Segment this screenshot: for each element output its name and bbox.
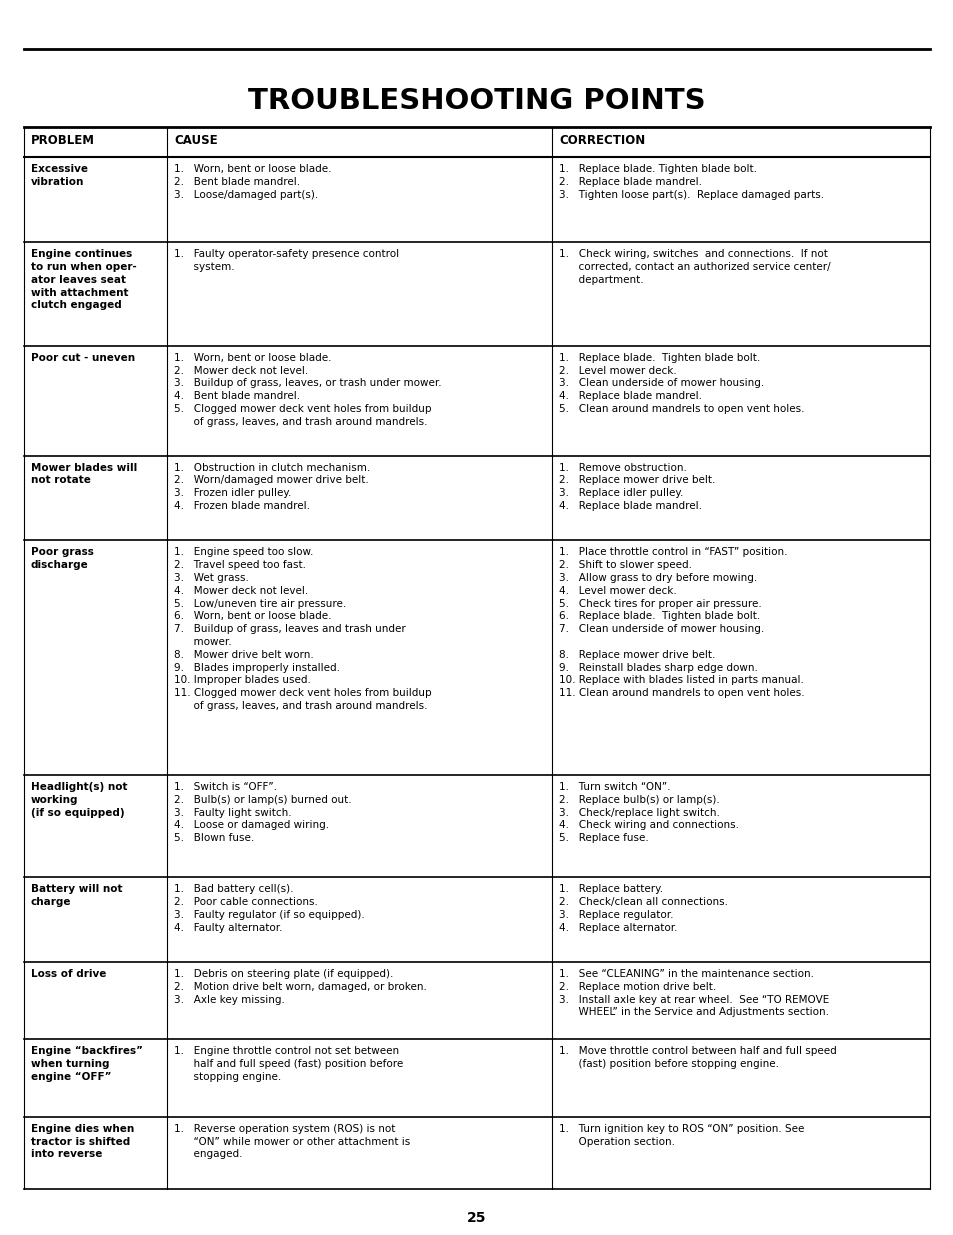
Text: CAUSE: CAUSE	[173, 135, 217, 147]
Text: 1.   Bad battery cell(s).
2.   Poor cable connections.
3.   Faulty regulator (if: 1. Bad battery cell(s). 2. Poor cable co…	[173, 884, 364, 932]
Text: 1.   Engine speed too slow.
2.   Travel speed too fast.
3.   Wet grass.
4.   Mow: 1. Engine speed too slow. 2. Travel spee…	[173, 547, 431, 711]
Text: 1.   Reverse operation system (ROS) is not
      “ON” while mower or other attac: 1. Reverse operation system (ROS) is not…	[173, 1124, 410, 1160]
Text: Excessive
vibration: Excessive vibration	[30, 164, 88, 188]
Text: 1.   Worn, bent or loose blade.
2.   Bent blade mandrel.
3.   Loose/damaged part: 1. Worn, bent or loose blade. 2. Bent bl…	[173, 164, 332, 200]
Text: PROBLEM: PROBLEM	[30, 135, 94, 147]
Text: 1.   Worn, bent or loose blade.
2.   Mower deck not level.
3.   Buildup of grass: 1. Worn, bent or loose blade. 2. Mower d…	[173, 353, 441, 427]
Text: 1.   Place throttle control in “FAST” position.
2.   Shift to slower speed.
3.  : 1. Place throttle control in “FAST” posi…	[558, 547, 804, 698]
Text: 25: 25	[467, 1212, 486, 1225]
Text: 1.   Engine throttle control not set between
      half and full speed (fast) po: 1. Engine throttle control not set betwe…	[173, 1046, 403, 1082]
Text: Engine continues
to run when oper-
ator leaves seat
with attachment
clutch engag: Engine continues to run when oper- ator …	[30, 249, 136, 310]
Text: 1.   Debris on steering plate (if equipped).
2.   Motion drive belt worn, damage: 1. Debris on steering plate (if equipped…	[173, 969, 427, 1004]
Text: Headlight(s) not
working
(if so equipped): Headlight(s) not working (if so equipped…	[30, 782, 127, 818]
Text: 1.   Replace blade.  Tighten blade bolt.
2.   Level mower deck.
3.   Clean under: 1. Replace blade. Tighten blade bolt. 2.…	[558, 353, 804, 414]
Text: 1.   Turn switch “ON”.
2.   Replace bulb(s) or lamp(s).
3.   Check/replace light: 1. Turn switch “ON”. 2. Replace bulb(s) …	[558, 782, 739, 844]
Text: 1.   Turn ignition key to ROS “ON” position. See
      Operation section.: 1. Turn ignition key to ROS “ON” positio…	[558, 1124, 803, 1146]
Text: 1.   Move throttle control between half and full speed
      (fast) position bef: 1. Move throttle control between half an…	[558, 1046, 836, 1070]
Text: 1.   Switch is “OFF”.
2.   Bulb(s) or lamp(s) burned out.
3.   Faulty light swit: 1. Switch is “OFF”. 2. Bulb(s) or lamp(s…	[173, 782, 352, 844]
Text: CORRECTION: CORRECTION	[558, 135, 645, 147]
Text: 1.   Replace battery.
2.   Check/clean all connections.
3.   Replace regulator.
: 1. Replace battery. 2. Check/clean all c…	[558, 884, 727, 932]
Text: Mower blades will
not rotate: Mower blades will not rotate	[30, 463, 137, 485]
Text: Poor cut - uneven: Poor cut - uneven	[30, 353, 134, 363]
Text: 1.   Faulty operator-safety presence control
      system.: 1. Faulty operator-safety presence contr…	[173, 249, 398, 272]
Text: Battery will not
charge: Battery will not charge	[30, 884, 122, 906]
Text: 1.   Obstruction in clutch mechanism.
2.   Worn/damaged mower drive belt.
3.   F: 1. Obstruction in clutch mechanism. 2. W…	[173, 463, 370, 511]
Text: Loss of drive: Loss of drive	[30, 969, 106, 979]
Text: Engine “backfires”
when turning
engine “OFF”: Engine “backfires” when turning engine “…	[30, 1046, 143, 1082]
Text: 1.   See “CLEANING” in the maintenance section.
2.   Replace motion drive belt.
: 1. See “CLEANING” in the maintenance sec…	[558, 969, 828, 1018]
Text: 1.   Replace blade. Tighten blade bolt.
2.   Replace blade mandrel.
3.   Tighten: 1. Replace blade. Tighten blade bolt. 2.…	[558, 164, 823, 200]
Text: TROUBLESHOOTING POINTS: TROUBLESHOOTING POINTS	[248, 88, 705, 115]
Text: Engine dies when
tractor is shifted
into reverse: Engine dies when tractor is shifted into…	[30, 1124, 134, 1160]
Text: 1.   Check wiring, switches  and connections.  If not
      corrected, contact a: 1. Check wiring, switches and connection…	[558, 249, 830, 285]
Text: 1.   Remove obstruction.
2.   Replace mower drive belt.
3.   Replace idler pulle: 1. Remove obstruction. 2. Replace mower …	[558, 463, 715, 511]
Text: Poor grass
discharge: Poor grass discharge	[30, 547, 93, 571]
